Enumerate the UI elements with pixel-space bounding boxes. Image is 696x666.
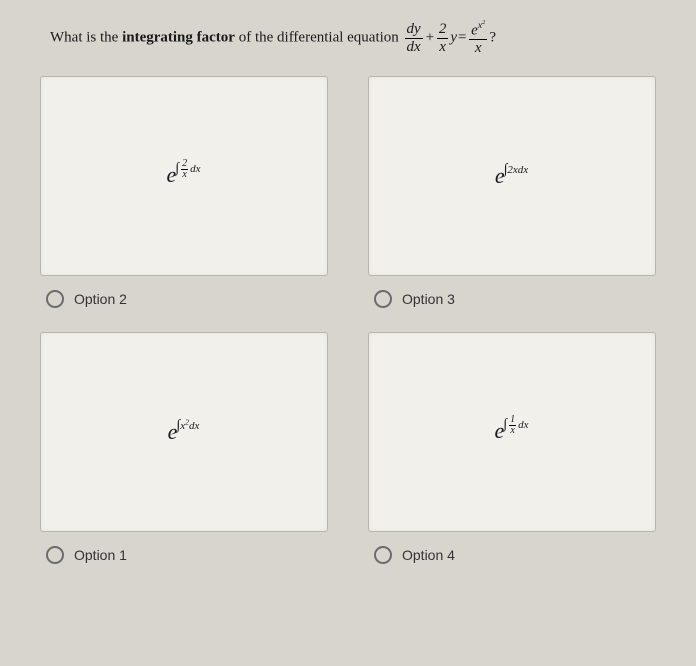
option-label: Option 2 [74, 291, 127, 307]
question-mid: of the differential equation [235, 30, 403, 46]
question-bold: integrating factor [122, 30, 235, 46]
radio-icon[interactable] [46, 546, 64, 564]
option-cell-1: e∫x2dx Option 1 [40, 332, 328, 564]
option-label-row-4[interactable]: Option 4 [368, 546, 656, 564]
question-prefix: What is the [50, 30, 122, 46]
radio-icon[interactable] [374, 290, 392, 308]
option-cell-2: e∫2xdx Option 2 [40, 76, 328, 308]
option-label: Option 3 [402, 291, 455, 307]
option-box-3[interactable]: e∫2xdx [368, 76, 656, 276]
question-text: What is the integrating factor of the di… [20, 12, 676, 76]
question-equation: dydx+2xy=ex2x [403, 20, 490, 56]
option-box-1[interactable]: e∫x2dx [40, 332, 328, 532]
option-math-4: e∫1xdx [495, 418, 530, 446]
option-math-2: e∫2xdx [167, 162, 202, 190]
options-grid: e∫2xdx Option 2 e∫2xdx Option 3 e∫x2dx O [20, 76, 676, 564]
option-box-4[interactable]: e∫1xdx [368, 332, 656, 532]
option-box-2[interactable]: e∫2xdx [40, 76, 328, 276]
option-math-1: e∫x2dx [168, 419, 201, 445]
radio-icon[interactable] [46, 290, 64, 308]
option-label: Option 1 [74, 547, 127, 563]
option-label-row-1[interactable]: Option 1 [40, 546, 328, 564]
option-label-row-3[interactable]: Option 3 [368, 290, 656, 308]
option-label: Option 4 [402, 547, 455, 563]
radio-icon[interactable] [374, 546, 392, 564]
option-cell-3: e∫2xdx Option 3 [368, 76, 656, 308]
option-cell-4: e∫1xdx Option 4 [368, 332, 656, 564]
option-label-row-2[interactable]: Option 2 [40, 290, 328, 308]
option-math-3: e∫2xdx [495, 163, 529, 189]
